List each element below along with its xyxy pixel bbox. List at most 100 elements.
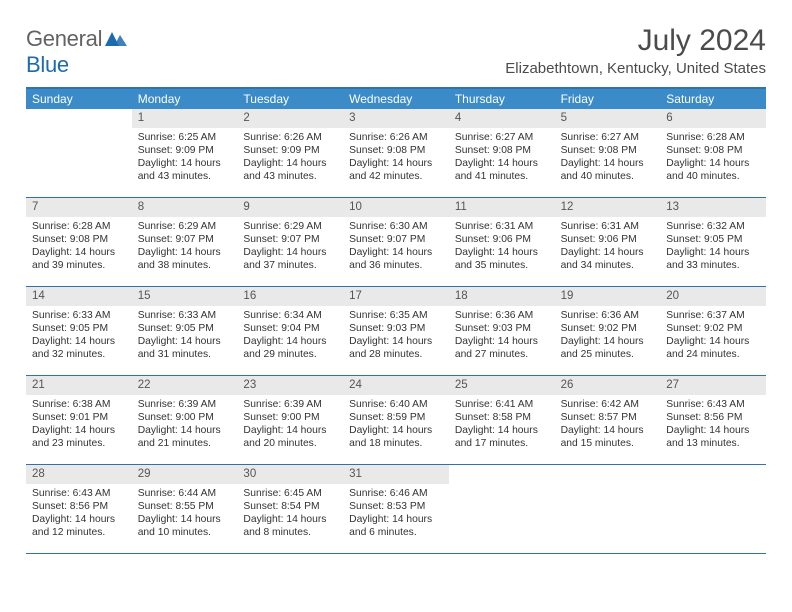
daylight-line: Daylight: 14 hours and 38 minutes. bbox=[138, 246, 232, 272]
day-details: Sunrise: 6:36 AMSunset: 9:02 PMDaylight:… bbox=[555, 306, 661, 366]
day-number: 2 bbox=[237, 109, 343, 128]
sunset-line: Sunset: 9:00 PM bbox=[138, 411, 232, 424]
sunrise-line: Sunrise: 6:29 AM bbox=[138, 220, 232, 233]
calendar-day-cell: 30Sunrise: 6:45 AMSunset: 8:54 PMDayligh… bbox=[237, 465, 343, 553]
day-number: 9 bbox=[237, 198, 343, 217]
sunset-line: Sunset: 9:02 PM bbox=[666, 322, 760, 335]
calendar-day-cell: 23Sunrise: 6:39 AMSunset: 9:00 PMDayligh… bbox=[237, 376, 343, 464]
day-number: 3 bbox=[343, 109, 449, 128]
sunrise-line: Sunrise: 6:40 AM bbox=[349, 398, 443, 411]
day-details: Sunrise: 6:37 AMSunset: 9:02 PMDaylight:… bbox=[660, 306, 766, 366]
day-number: 1 bbox=[132, 109, 238, 128]
sunrise-line: Sunrise: 6:29 AM bbox=[243, 220, 337, 233]
day-details: Sunrise: 6:33 AMSunset: 9:05 PMDaylight:… bbox=[132, 306, 238, 366]
calendar-day-cell: 21Sunrise: 6:38 AMSunset: 9:01 PMDayligh… bbox=[26, 376, 132, 464]
sunrise-line: Sunrise: 6:39 AM bbox=[243, 398, 337, 411]
sunset-line: Sunset: 9:05 PM bbox=[666, 233, 760, 246]
brand-logo: General Blue bbox=[26, 26, 127, 78]
calendar-day-cell: 20Sunrise: 6:37 AMSunset: 9:02 PMDayligh… bbox=[660, 287, 766, 375]
weekday-label: Saturday bbox=[660, 89, 766, 109]
sunrise-line: Sunrise: 6:36 AM bbox=[455, 309, 549, 322]
day-number: 24 bbox=[343, 376, 449, 395]
sunset-line: Sunset: 8:54 PM bbox=[243, 500, 337, 513]
daylight-line: Daylight: 14 hours and 36 minutes. bbox=[349, 246, 443, 272]
calendar-day-cell: 24Sunrise: 6:40 AMSunset: 8:59 PMDayligh… bbox=[343, 376, 449, 464]
calendar-day-cell: 4Sunrise: 6:27 AMSunset: 9:08 PMDaylight… bbox=[449, 109, 555, 197]
page-subtitle: Elizabethtown, Kentucky, United States bbox=[505, 60, 766, 77]
day-number: 14 bbox=[26, 287, 132, 306]
sunset-line: Sunset: 9:03 PM bbox=[455, 322, 549, 335]
calendar-day-cell: 9Sunrise: 6:29 AMSunset: 9:07 PMDaylight… bbox=[237, 198, 343, 286]
day-details: Sunrise: 6:46 AMSunset: 8:53 PMDaylight:… bbox=[343, 484, 449, 544]
sunrise-line: Sunrise: 6:43 AM bbox=[666, 398, 760, 411]
calendar-day-cell: 27Sunrise: 6:43 AMSunset: 8:56 PMDayligh… bbox=[660, 376, 766, 464]
daylight-line: Daylight: 14 hours and 37 minutes. bbox=[243, 246, 337, 272]
calendar-day-cell: 31Sunrise: 6:46 AMSunset: 8:53 PMDayligh… bbox=[343, 465, 449, 553]
daylight-line: Daylight: 14 hours and 31 minutes. bbox=[138, 335, 232, 361]
weekday-label: Friday bbox=[555, 89, 661, 109]
day-details: Sunrise: 6:26 AMSunset: 9:08 PMDaylight:… bbox=[343, 128, 449, 188]
weekday-label: Wednesday bbox=[343, 89, 449, 109]
calendar-day-cell: 10Sunrise: 6:30 AMSunset: 9:07 PMDayligh… bbox=[343, 198, 449, 286]
day-number: 11 bbox=[449, 198, 555, 217]
calendar-day-cell: 6Sunrise: 6:28 AMSunset: 9:08 PMDaylight… bbox=[660, 109, 766, 197]
day-number: 22 bbox=[132, 376, 238, 395]
sunset-line: Sunset: 9:01 PM bbox=[32, 411, 126, 424]
day-number: 25 bbox=[449, 376, 555, 395]
day-number: 31 bbox=[343, 465, 449, 484]
daylight-line: Daylight: 14 hours and 24 minutes. bbox=[666, 335, 760, 361]
daylight-line: Daylight: 14 hours and 17 minutes. bbox=[455, 424, 549, 450]
daylight-line: Daylight: 14 hours and 33 minutes. bbox=[666, 246, 760, 272]
day-number: 13 bbox=[660, 198, 766, 217]
day-number: 16 bbox=[237, 287, 343, 306]
day-details: Sunrise: 6:41 AMSunset: 8:58 PMDaylight:… bbox=[449, 395, 555, 455]
calendar-day-cell: 18Sunrise: 6:36 AMSunset: 9:03 PMDayligh… bbox=[449, 287, 555, 375]
day-number: 7 bbox=[26, 198, 132, 217]
day-number: 30 bbox=[237, 465, 343, 484]
day-details: Sunrise: 6:45 AMSunset: 8:54 PMDaylight:… bbox=[237, 484, 343, 544]
sunrise-line: Sunrise: 6:34 AM bbox=[243, 309, 337, 322]
sunrise-line: Sunrise: 6:33 AM bbox=[138, 309, 232, 322]
day-details: Sunrise: 6:44 AMSunset: 8:55 PMDaylight:… bbox=[132, 484, 238, 544]
sunset-line: Sunset: 8:56 PM bbox=[666, 411, 760, 424]
calendar-week: 28Sunrise: 6:43 AMSunset: 8:56 PMDayligh… bbox=[26, 465, 766, 554]
day-details: Sunrise: 6:39 AMSunset: 9:00 PMDaylight:… bbox=[132, 395, 238, 455]
daylight-line: Daylight: 14 hours and 41 minutes. bbox=[455, 157, 549, 183]
sunset-line: Sunset: 9:04 PM bbox=[243, 322, 337, 335]
sunset-line: Sunset: 9:02 PM bbox=[561, 322, 655, 335]
day-number: 10 bbox=[343, 198, 449, 217]
page-title: July 2024 bbox=[505, 24, 766, 58]
calendar-day-cell: 22Sunrise: 6:39 AMSunset: 9:00 PMDayligh… bbox=[132, 376, 238, 464]
daylight-line: Daylight: 14 hours and 21 minutes. bbox=[138, 424, 232, 450]
calendar-day-cell: 16Sunrise: 6:34 AMSunset: 9:04 PMDayligh… bbox=[237, 287, 343, 375]
daylight-line: Daylight: 14 hours and 23 minutes. bbox=[32, 424, 126, 450]
daylight-line: Daylight: 14 hours and 42 minutes. bbox=[349, 157, 443, 183]
daylight-line: Daylight: 14 hours and 28 minutes. bbox=[349, 335, 443, 361]
sunrise-line: Sunrise: 6:27 AM bbox=[561, 131, 655, 144]
calendar-week: 7Sunrise: 6:28 AMSunset: 9:08 PMDaylight… bbox=[26, 198, 766, 287]
calendar-day-cell: 14Sunrise: 6:33 AMSunset: 9:05 PMDayligh… bbox=[26, 287, 132, 375]
daylight-line: Daylight: 14 hours and 40 minutes. bbox=[561, 157, 655, 183]
sunrise-line: Sunrise: 6:33 AM bbox=[32, 309, 126, 322]
calendar: SundayMondayTuesdayWednesdayThursdayFrid… bbox=[26, 87, 766, 554]
calendar-day-cell: 1Sunrise: 6:25 AMSunset: 9:09 PMDaylight… bbox=[132, 109, 238, 197]
calendar-day-cell: 19Sunrise: 6:36 AMSunset: 9:02 PMDayligh… bbox=[555, 287, 661, 375]
calendar-week: 14Sunrise: 6:33 AMSunset: 9:05 PMDayligh… bbox=[26, 287, 766, 376]
day-details: Sunrise: 6:36 AMSunset: 9:03 PMDaylight:… bbox=[449, 306, 555, 366]
sunrise-line: Sunrise: 6:26 AM bbox=[243, 131, 337, 144]
sunset-line: Sunset: 9:09 PM bbox=[138, 144, 232, 157]
day-number: 6 bbox=[660, 109, 766, 128]
calendar-week: 21Sunrise: 6:38 AMSunset: 9:01 PMDayligh… bbox=[26, 376, 766, 465]
sunset-line: Sunset: 9:08 PM bbox=[349, 144, 443, 157]
sunrise-line: Sunrise: 6:31 AM bbox=[561, 220, 655, 233]
daylight-line: Daylight: 14 hours and 6 minutes. bbox=[349, 513, 443, 539]
sunset-line: Sunset: 9:06 PM bbox=[561, 233, 655, 246]
daylight-line: Daylight: 14 hours and 15 minutes. bbox=[561, 424, 655, 450]
sunrise-line: Sunrise: 6:36 AM bbox=[561, 309, 655, 322]
day-number: 28 bbox=[26, 465, 132, 484]
brand-part2: Blue bbox=[26, 52, 69, 77]
calendar-day-cell: 11Sunrise: 6:31 AMSunset: 9:06 PMDayligh… bbox=[449, 198, 555, 286]
day-number: 5 bbox=[555, 109, 661, 128]
calendar-day-cell: 12Sunrise: 6:31 AMSunset: 9:06 PMDayligh… bbox=[555, 198, 661, 286]
day-number: 21 bbox=[26, 376, 132, 395]
